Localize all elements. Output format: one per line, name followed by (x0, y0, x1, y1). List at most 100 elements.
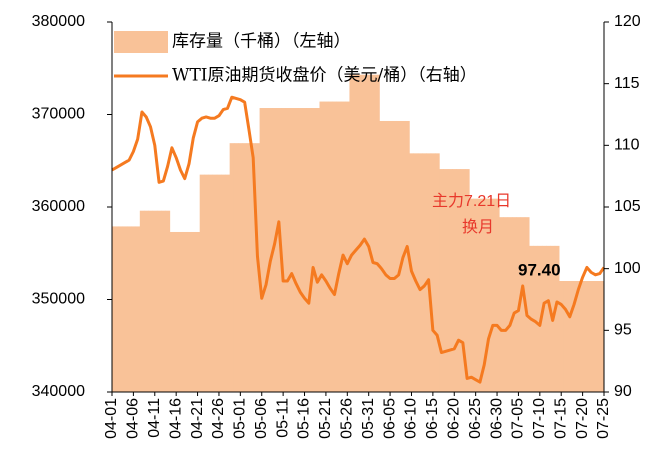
x-tick-label: 06-10 (403, 398, 420, 439)
inventory-bar (353, 74, 359, 392)
x-tick-label: 06-30 (488, 398, 505, 439)
y-tick-label: 350000 (32, 291, 85, 308)
inventory-bar (319, 101, 325, 393)
inventory-bar (482, 198, 487, 392)
inventory-bar (439, 169, 444, 392)
x-tick-label: 04-11 (146, 398, 163, 438)
inventory-bar (443, 169, 449, 392)
inventory-bar (435, 153, 440, 392)
inventory-bar (405, 120, 410, 392)
inventory-bar (362, 74, 367, 392)
y2-tick-label: 110 (614, 137, 640, 154)
legend-label: 库存量（千桶）（左轴） (172, 32, 351, 52)
x-tick-label: 04-26 (210, 398, 227, 439)
inventory-bar (464, 169, 470, 392)
inventory-bar (208, 174, 213, 392)
x-tick-label: 05-26 (339, 398, 356, 439)
x-tick-label: 05-16 (296, 398, 313, 439)
inventory-bar (358, 74, 363, 392)
inventory-bar (567, 281, 573, 392)
inventory-bar (559, 281, 564, 392)
inventory-bar (332, 101, 338, 393)
inventory-bar (114, 226, 119, 392)
inventory-bar (452, 169, 457, 392)
inventory-bar (306, 108, 312, 393)
inventory-bar (512, 217, 517, 392)
inventory-bar (276, 108, 282, 393)
inventory-bar (413, 153, 419, 392)
inventory-bar (563, 281, 569, 392)
legend-label: WTI原油期货收盘价（美元/桶）（右轴） (172, 66, 477, 86)
inventory-bar (392, 120, 397, 392)
inventory-bar (191, 231, 196, 392)
inventory-bar (554, 245, 560, 392)
inventory-bar (280, 108, 286, 393)
y2-tick-label: 105 (614, 198, 641, 215)
inventory-bar (323, 101, 329, 393)
inventory-bar (118, 226, 124, 392)
inventory-bar (447, 169, 453, 392)
inventory-bar (263, 108, 269, 393)
y2-tick-label: 90 (614, 383, 632, 400)
inventory-bar (182, 231, 188, 392)
x-tick-label: 05-11 (274, 398, 291, 438)
x-tick-label: 06-20 (445, 398, 462, 439)
x-tick-label: 06-25 (467, 398, 484, 439)
x-tick-label: 04-16 (167, 398, 184, 439)
inventory-bar (285, 108, 290, 393)
annotation: 换月 (462, 218, 494, 236)
inventory-bar (469, 198, 474, 392)
inventory-bar (336, 101, 342, 393)
inventory-bar (161, 210, 166, 392)
inventory-bar (186, 231, 192, 392)
inventory-bar (503, 217, 509, 392)
inventory-bar (576, 281, 581, 392)
x-tick-label: 06-05 (381, 398, 398, 439)
inventory-bar (379, 120, 385, 392)
inventory-bar (584, 281, 590, 392)
x-tick-label: 07-10 (531, 398, 548, 439)
inventory-bar (216, 174, 222, 392)
inventory-bar (203, 174, 209, 392)
y2-tick-label: 95 (614, 322, 632, 339)
inventory-bar (310, 108, 316, 393)
inventory-bar (152, 210, 158, 392)
y-tick-label: 360000 (32, 198, 85, 215)
inventory-bar (597, 281, 603, 392)
x-tick-label: 05-06 (253, 398, 270, 439)
inventory-bar (494, 198, 500, 392)
inventory-bar (541, 245, 547, 392)
inventory-bar (366, 74, 372, 392)
x-tick-label: 05-21 (317, 398, 334, 439)
x-tick-label: 07-25 (595, 398, 612, 439)
inventory-bar (601, 281, 605, 392)
legend-swatch (114, 31, 168, 53)
inventory-bar (298, 108, 303, 393)
inventory-bar (225, 174, 231, 392)
inventory-bar (289, 108, 295, 393)
y2-tick-label: 120 (614, 13, 641, 30)
inventory-bar (144, 210, 149, 392)
inventory-bar (417, 153, 423, 392)
inventory-bar (122, 226, 128, 392)
y-tick-label: 370000 (32, 106, 85, 123)
annotation: 97.40 (518, 260, 561, 279)
inventory-bar (246, 143, 252, 392)
inventory-bar (349, 74, 355, 392)
y-tick-label: 380000 (32, 13, 85, 30)
inventory-bar (345, 101, 350, 393)
inventory-bar (221, 174, 226, 392)
x-tick-label: 07-15 (552, 398, 569, 439)
inventory-bar (490, 198, 496, 392)
inventory-bar (375, 74, 380, 392)
x-tick-label: 04-06 (125, 398, 142, 439)
inventory-bar (580, 281, 586, 392)
inventory-bar (302, 108, 308, 393)
inventory-bar (195, 231, 201, 392)
inventory-bar (328, 101, 333, 393)
inventory-bar (460, 169, 466, 392)
x-tick-label: 05-01 (232, 398, 249, 439)
inventory-bar (268, 108, 273, 393)
x-tick-label: 07-20 (574, 398, 591, 439)
inventory-bar (156, 210, 162, 392)
